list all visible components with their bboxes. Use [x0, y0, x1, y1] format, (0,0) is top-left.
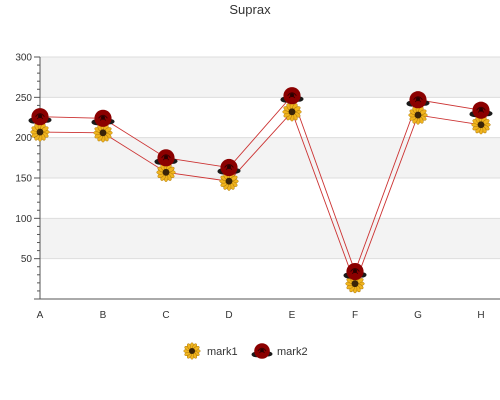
rose-center: [416, 97, 420, 102]
sunflower-center: [288, 108, 296, 116]
data-point-mark2: [280, 87, 304, 105]
x-tick-label: A: [37, 310, 44, 321]
data-point-mark2: [343, 262, 367, 281]
data-point-mark2: [406, 91, 430, 109]
rose-center: [479, 107, 483, 112]
y-tick-label: 250: [15, 93, 32, 104]
rose-icon: [251, 343, 273, 359]
data-point-mark1: [345, 274, 365, 294]
rose-center: [101, 115, 105, 120]
plot-bands: [40, 57, 500, 259]
x-tick-label: E: [289, 310, 296, 321]
series-line-mark2: [39, 94, 482, 273]
x-tick-label: C: [162, 310, 169, 321]
data-point-mark2: [217, 158, 241, 177]
data-point-mark1: [282, 102, 302, 122]
rose-center: [290, 93, 294, 98]
data-point-mark1: [30, 122, 50, 142]
rose-center: [164, 155, 168, 160]
sunflower-center: [99, 129, 107, 137]
y-tick-label: 100: [15, 214, 32, 225]
y-tick-label: 300: [15, 53, 32, 64]
data-point-mark2: [154, 149, 178, 167]
x-tick-label: G: [414, 310, 422, 321]
x-tick-label: B: [100, 310, 107, 321]
data-point-mark2: [28, 108, 52, 126]
sunflower-center: [414, 111, 422, 119]
tick-labels: 50 100 150 200 250 300 A B C D E F G H: [15, 53, 484, 322]
plot-band: [40, 218, 500, 259]
plot-band: [40, 57, 500, 98]
sunflower-center: [225, 177, 233, 185]
legend: mark1 mark2: [183, 342, 308, 360]
data-point-mark2: [91, 109, 115, 127]
axes: [34, 56, 500, 300]
legend-label: mark1: [207, 346, 238, 358]
rose-center: [38, 114, 42, 119]
y-tick-label: 150: [15, 174, 32, 185]
series-lines: [39, 94, 482, 285]
chart-title: Suprax: [229, 2, 271, 17]
legend-label: mark2: [277, 346, 308, 358]
y-tick-label: 200: [15, 133, 32, 144]
series-markers: [28, 87, 493, 294]
gridlines: [40, 56, 500, 260]
data-point-mark2: [469, 101, 493, 119]
sunflower-center: [36, 128, 44, 136]
sunflower-center: [188, 347, 196, 355]
sunflower-icon: [183, 342, 201, 360]
data-point-mark1: [471, 115, 491, 135]
data-point-mark1: [408, 105, 428, 125]
x-tick-label: D: [225, 310, 232, 321]
y-tick-label: 50: [21, 254, 33, 265]
sunflower-center: [477, 121, 485, 129]
plot-band: [40, 137, 500, 178]
x-tick-label: H: [477, 310, 484, 321]
series-line-mark1: [39, 111, 482, 285]
rose-center: [260, 348, 264, 353]
rose-center: [227, 164, 231, 169]
sunflower-center: [162, 168, 170, 176]
rose-center: [353, 269, 357, 274]
sunflower-center: [351, 280, 359, 288]
x-tick-label: F: [352, 310, 358, 321]
